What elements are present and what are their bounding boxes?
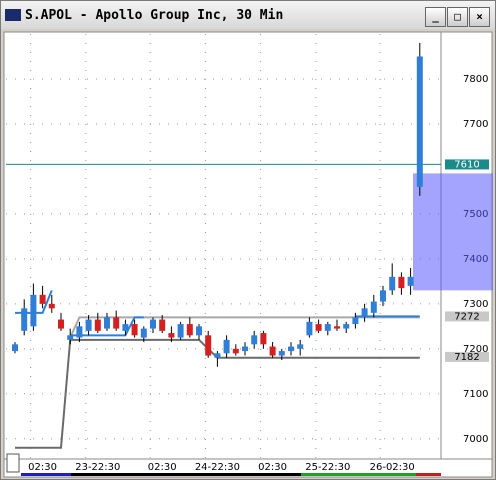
chart: 7000710072007300740075007700780002:3023-… [3, 31, 493, 478]
x-tick-label: 24-22:30 [195, 462, 240, 473]
y-tick-label: 7800 [463, 74, 488, 85]
candle-body [140, 328, 147, 338]
candle-body [288, 346, 294, 352]
price-marker [445, 311, 489, 322]
candle-body [389, 276, 396, 291]
y-tick-label: 7300 [463, 299, 488, 310]
candle-body [196, 326, 202, 336]
price-marker-label: 7272 [454, 311, 479, 322]
candle-body [297, 344, 304, 349]
candle-body [30, 294, 37, 327]
candle-body [39, 294, 46, 304]
app-icon [5, 9, 21, 21]
y-tick-label: 7100 [463, 389, 488, 400]
price-marker [445, 351, 489, 362]
y-tick-label: 7200 [463, 344, 488, 355]
y-tick-label: 7700 [463, 119, 488, 130]
candle-body [58, 319, 64, 329]
candle-body [177, 324, 184, 338]
candle-body [324, 324, 331, 331]
candle-body [48, 303, 55, 309]
session-strip [416, 473, 441, 476]
candle-body [159, 319, 166, 331]
candle-body [131, 324, 138, 336]
window-title: S.APOL - Apollo Group Inc, 30 Min [25, 7, 284, 23]
candle-body [85, 319, 92, 331]
candle-body [380, 290, 386, 302]
candle-body [251, 335, 258, 345]
candle-body [94, 319, 101, 331]
candle-body [122, 324, 129, 331]
y-tick-label: 7000 [463, 434, 488, 445]
candle-body [223, 339, 230, 354]
price-marker-label: 7610 [454, 159, 479, 170]
candle-body [186, 324, 193, 336]
x-tick-label: 25-22:30 [305, 462, 350, 473]
candle-body [278, 351, 285, 356]
price-marker [445, 159, 489, 170]
session-strip [21, 473, 71, 476]
candle-body [361, 308, 368, 318]
candle-body [343, 324, 350, 329]
x-tick-label: 02:30 [258, 462, 287, 473]
candle-body [269, 346, 276, 356]
candle-body [76, 326, 83, 338]
candle-body [168, 333, 175, 338]
candle-body [214, 353, 221, 358]
candle-body [352, 317, 359, 325]
candle-body [150, 319, 156, 329]
maximize-button[interactable]: □ [447, 7, 468, 27]
scroll-box[interactable] [6, 453, 20, 473]
x-tick-label: 02:30 [148, 462, 177, 473]
candle-body [315, 324, 322, 331]
candle-body [205, 335, 212, 356]
x-tick-label: 23-22:30 [75, 462, 120, 473]
candle-body [334, 326, 340, 329]
candle-body [21, 308, 28, 331]
candle-body [398, 276, 405, 289]
title-bar: S.APOL - Apollo Group Inc, 30 Min _ □ × [1, 1, 495, 29]
candle-body [67, 335, 74, 340]
x-tick-label: 26-02:30 [370, 462, 415, 473]
minimize-button[interactable]: _ [425, 7, 446, 27]
candle-body [12, 344, 18, 352]
candle-body [407, 276, 414, 286]
session-strip [301, 473, 416, 476]
candle-body [416, 56, 423, 187]
candle-body [242, 346, 248, 352]
candle-body [260, 333, 267, 345]
candle-body [104, 317, 110, 329]
candle-body [113, 317, 120, 329]
x-tick-label: 02:30 [28, 462, 57, 473]
price-marker-label: 7182 [454, 352, 479, 363]
session-strip [71, 473, 301, 476]
candle-body [232, 348, 239, 354]
candle-body [370, 301, 377, 313]
zone [413, 173, 493, 291]
close-button[interactable]: × [469, 7, 490, 27]
candle-body [306, 321, 313, 336]
